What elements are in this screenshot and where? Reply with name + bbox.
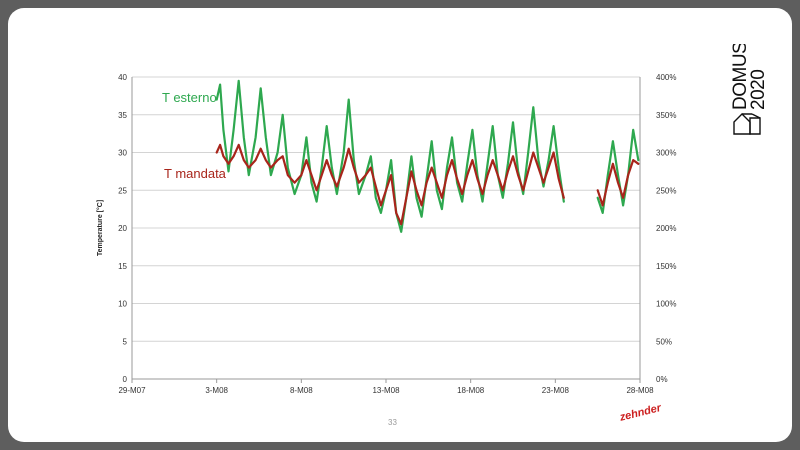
house-icon — [733, 113, 761, 135]
y-tick-label: 35 — [118, 111, 127, 120]
y-tick-label: 25 — [118, 186, 127, 195]
page-number: 33 — [388, 418, 397, 427]
series-label-t-mandata: T mandata — [164, 166, 227, 181]
y2-tick-label: 200% — [656, 224, 676, 233]
y2-tick-label: 50% — [656, 337, 672, 346]
y-tick-label: 10 — [118, 300, 127, 309]
slide-frame: 0 5 10 15 20 25 30 35 40 0% 50% 100% 150% 200% 250% 300… — [8, 8, 792, 442]
y2-tick-label: 0% — [656, 375, 668, 384]
logo-text-line1: DOMUS — [730, 44, 751, 110]
series-line-t-esterno — [215, 79, 565, 233]
y-tick-label: 0 — [123, 375, 128, 384]
y2-tick-label: 300% — [656, 149, 676, 158]
series-label-t-esterno: T esterno — [162, 90, 217, 105]
y-axis-title: Temperature [°C] — [96, 200, 104, 256]
series-line-t-mandata — [215, 143, 565, 226]
x-tick-label: 28-M08 — [626, 386, 654, 395]
x-tick-label: 3-M08 — [205, 386, 228, 395]
y-tick-label: 40 — [118, 73, 127, 82]
y2-tick-label: 150% — [656, 262, 676, 271]
y2-tick-label: 100% — [656, 300, 676, 309]
x-tick-label: 18-M08 — [457, 386, 485, 395]
x-tick-label: 8-M08 — [290, 386, 313, 395]
y2-tick-label: 350% — [656, 111, 676, 120]
x-tick-label: 29-M07 — [118, 386, 146, 395]
y-tick-label: 5 — [123, 337, 128, 346]
domus-logo: DOMUS 2020 — [730, 42, 790, 144]
logo-text-line2: 2020 — [748, 70, 769, 110]
x-tick-label: 13-M08 — [372, 386, 400, 395]
y-tick-label: 30 — [118, 149, 127, 158]
series-line-t-mandata — [596, 159, 640, 207]
y-tick-label: 15 — [118, 262, 127, 271]
x-tick-label: 23-M08 — [542, 386, 570, 395]
chart: 05101520253035400%50%100%150%200%250%300… — [96, 73, 676, 395]
y2-tick-label: 250% — [656, 186, 676, 195]
y2-tick-label: 400% — [656, 73, 676, 82]
y-tick-label: 20 — [118, 224, 127, 233]
